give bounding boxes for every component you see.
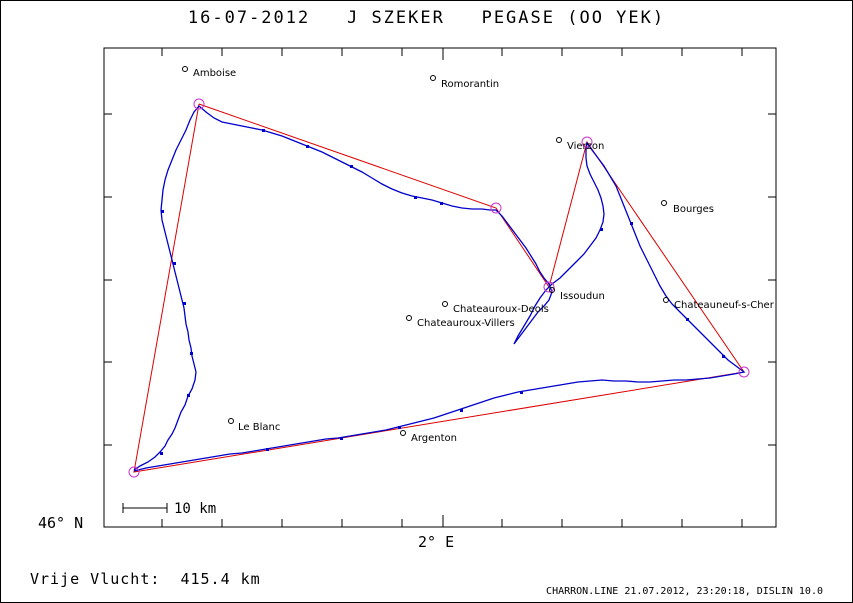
- track-markers: [160, 129, 725, 455]
- left-axis-ticks: [104, 113, 112, 446]
- free-flight-distance: Vrije Vlucht: 415.4 km: [30, 570, 261, 588]
- map-title: 16-07-2012 J SZEKER PEGASE (OO YEK): [0, 8, 853, 28]
- flight-date: 16-07-2012: [187, 8, 311, 28]
- cities: Amboise Romorantin Vierzon Bourges Issou…: [182, 66, 775, 444]
- map-plot-area: [103, 47, 777, 528]
- turnpoints: [128, 98, 750, 478]
- turnpoint-start: [128, 466, 140, 478]
- flight-track: [133, 105, 746, 472]
- city-label: Argenton: [411, 433, 457, 444]
- city-label: Romorantin: [441, 79, 499, 90]
- city-label: Chateauneuf-s-Cher: [674, 300, 775, 311]
- bottom-axis-ticks: [161, 515, 743, 527]
- city-chateauneuf-s-cher: Chateauneuf-s-Cher: [663, 297, 775, 311]
- credit-line: CHARRON.LINE 21.07.2012, 23:20:18, DISLI…: [546, 586, 823, 597]
- city-label: Chateauroux-Deols: [453, 304, 549, 315]
- turnpoint-3: [543, 281, 555, 293]
- city-label: Issoudun: [560, 291, 605, 302]
- city-label: Vierzon: [567, 141, 604, 152]
- turnpoint-5: [738, 366, 750, 378]
- scale-label: 10 km: [174, 501, 216, 517]
- turnpoint-4: [581, 136, 593, 148]
- top-axis-ticks: [161, 48, 743, 60]
- city-le-blanc: Le Blanc: [228, 418, 280, 433]
- city-label: Amboise: [193, 68, 236, 79]
- city-label: Le Blanc: [238, 422, 280, 433]
- pilot-name: J SZEKER: [346, 8, 445, 28]
- latitude-label: 46° N: [38, 514, 84, 532]
- city-romorantin: Romorantin: [430, 75, 499, 90]
- city-label: Bourges: [673, 204, 714, 215]
- right-axis-ticks: [768, 113, 776, 446]
- glider-name: PEGASE (OO YEK): [481, 8, 666, 28]
- city-chateauroux-deols: Chateauroux-Deols: [442, 301, 549, 315]
- city-amboise: Amboise: [182, 66, 236, 79]
- city-chateauroux-villers: Chateauroux-Villers: [406, 315, 515, 329]
- city-vierzon: Vierzon: [556, 137, 604, 152]
- city-issoudun: Issoudun: [549, 287, 605, 302]
- city-argenton: Argenton: [400, 430, 457, 444]
- city-bourges: Bourges: [661, 200, 714, 215]
- scale-bar: 10 km: [122, 501, 216, 517]
- turnpoint-2: [490, 202, 502, 214]
- city-label: Chateauroux-Villers: [417, 318, 515, 329]
- longitude-label: 2° E: [418, 533, 455, 551]
- turnpoint-1: [193, 98, 205, 110]
